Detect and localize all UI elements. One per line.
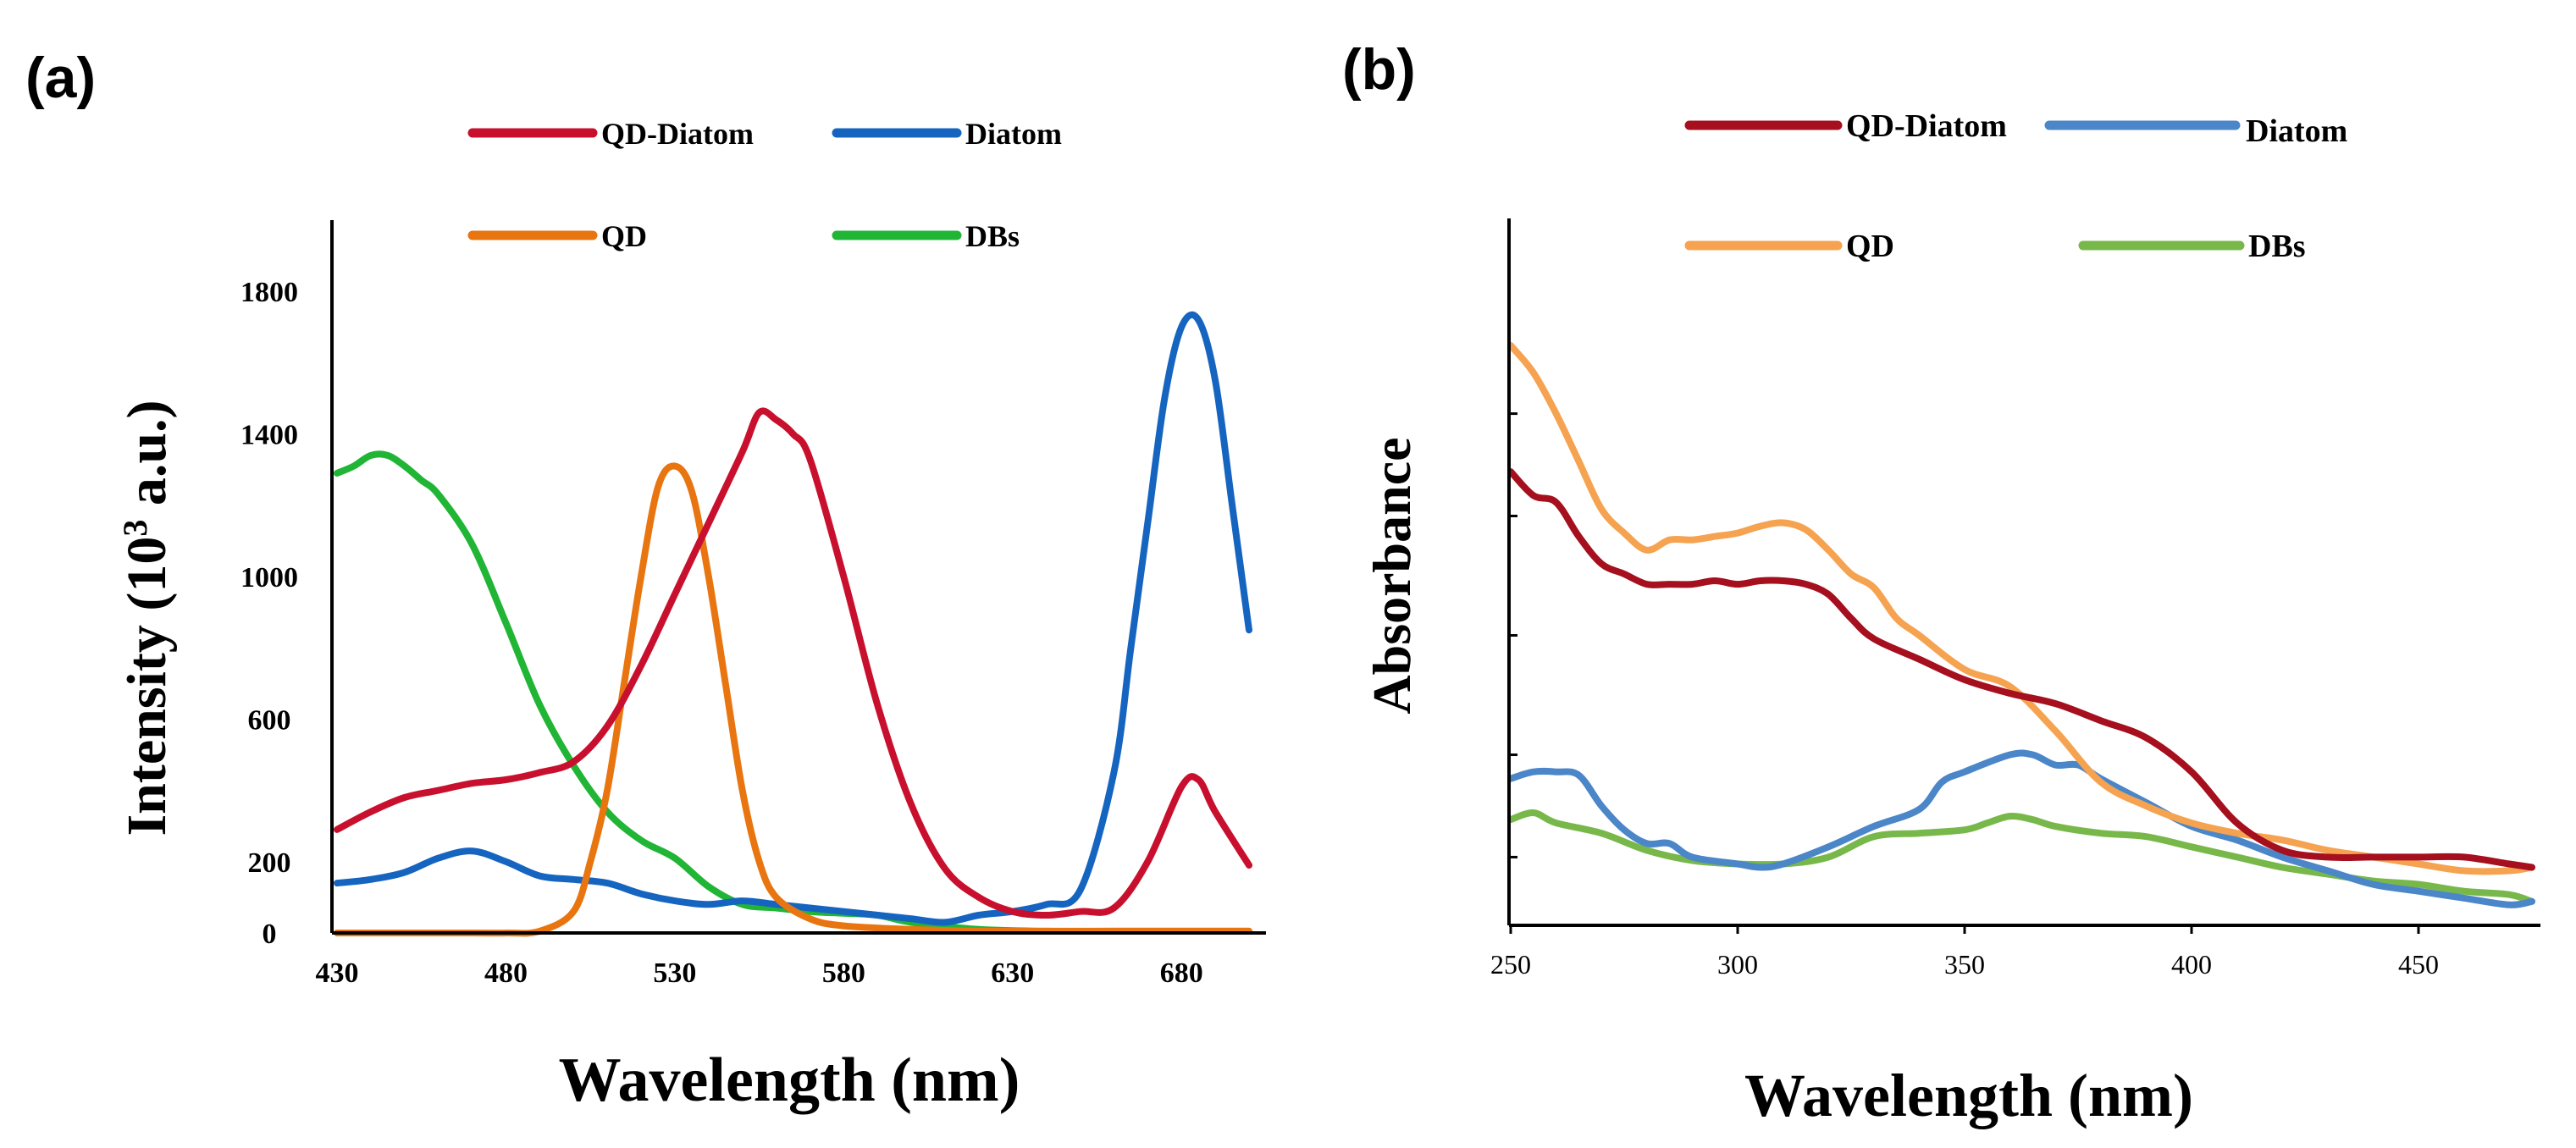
panel-b-series-qd-diatom-line [1507, 468, 2535, 871]
panel-a-series-qd-diatom-line [334, 407, 1252, 919]
panel-b-series-qd-line [1507, 342, 2535, 875]
legend-a-diatom-label: Diatom [965, 117, 1062, 151]
panel-b-series-diatom-line [1507, 749, 2535, 908]
panel-b-x-axis-label: Wavelength (nm) [1744, 1062, 2193, 1129]
legend-b-dbs-label: DBs [2248, 229, 2306, 264]
panel-a-ticks: 430 480 530 580 630 680 0 200 600 1000 1400 1800 [240, 277, 1203, 989]
panel-a-y-axis-label-tail: a.u.) [116, 400, 178, 519]
panel-a-y-tick-label: 200 [248, 847, 291, 879]
legend-a-qd-diatom-label: QD-Diatom [601, 117, 754, 151]
panel-b-x-tick-label: 400 [2171, 949, 2212, 980]
panel-a-y-tick-label: 1000 [240, 562, 298, 593]
legend-a-dbs-label: DBs [965, 219, 1020, 253]
legend-b-diatom-label: Diatom [2246, 113, 2347, 149]
panel-b-x-tick-label: 450 [2398, 949, 2439, 980]
legend-a-qd-label: QD [601, 219, 647, 253]
legend-b-qd-diatom-label: QD-Diatom [1846, 108, 2007, 144]
panel-b-x-tick-label: 250 [1490, 949, 1531, 980]
panel-a-x-tick-label: 530 [653, 958, 696, 989]
legend-b-qd-label: QD [1846, 229, 1894, 264]
panel-a-y-tick-label: 1800 [240, 277, 298, 308]
panel-a-y-tick-label: 0 [263, 919, 277, 950]
panel-a-y-axis-label: Intensity (103 a.u.) [116, 400, 179, 836]
panel-a-series-diatom-line [334, 311, 1252, 926]
panel-a-series [334, 311, 1252, 937]
panel-a: (a) QD-Diatom Diatom QD DBs Intensity (1… [25, 46, 1266, 1115]
panel-a-x-tick-label: 580 [822, 958, 865, 989]
panel-b: (b) QD-Diatom Diatom QD DBs Absorbance W… [1342, 37, 2540, 1129]
panel-a-y-tick-label: 1400 [240, 420, 298, 451]
panel-a-y-tick-label: 600 [248, 704, 291, 736]
panel-b-series [1507, 342, 2535, 908]
panel-a-y-axis-label-main: Intensity (10 [116, 537, 178, 836]
panel-b-y-axis-label: Absorbance [1362, 437, 1422, 714]
panel-a-y-axis-label-sup: 3 [116, 520, 154, 537]
panel-a-legend: QD-Diatom Diatom QD DBs [467, 117, 1062, 253]
panel-a-x-tick-label: 480 [484, 958, 528, 989]
panel-b-label: (b) [1342, 37, 1416, 102]
panel-a-x-tick-label: 630 [991, 958, 1034, 989]
panel-a-x-axis-label: Wavelength (nm) [559, 1046, 1020, 1115]
panel-b-legend: QD-Diatom Diatom QD DBs [1684, 108, 2347, 264]
panel-a-label: (a) [25, 46, 96, 110]
panel-a-x-tick-label: 430 [316, 958, 359, 989]
panel-b-x-tick-label: 300 [1717, 949, 1758, 980]
panel-a-x-tick-label: 680 [1160, 958, 1203, 989]
panel-b-x-tick-label: 350 [1944, 949, 1985, 980]
